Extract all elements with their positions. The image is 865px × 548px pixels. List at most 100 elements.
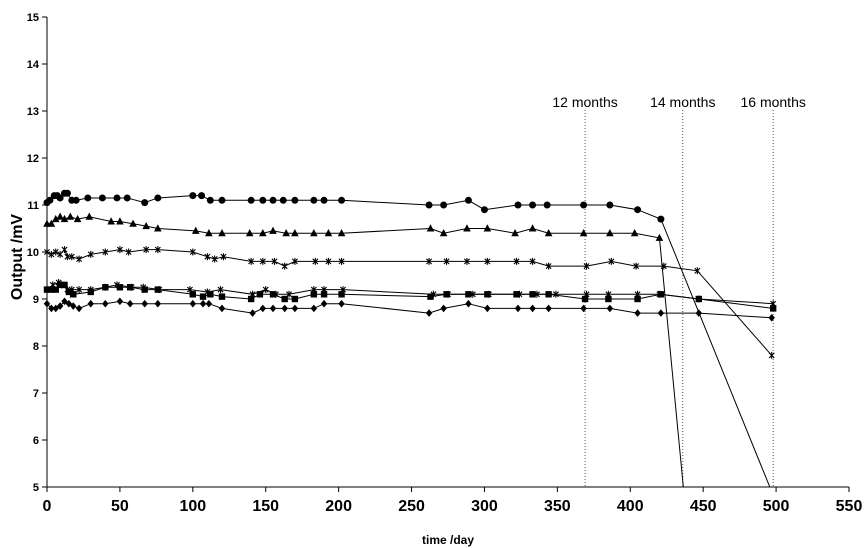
data-point-star (533, 290, 540, 298)
data-point-star (248, 257, 255, 265)
series-6 (43, 297, 775, 322)
data-point-triangle (579, 229, 588, 237)
data-point-diamond (56, 302, 64, 310)
data-point-square (207, 291, 214, 298)
data-point-diamond (320, 299, 328, 308)
data-point-triangle (630, 229, 639, 237)
data-point-diamond (154, 299, 162, 308)
data-point-square (320, 291, 328, 298)
data-point-star (204, 253, 211, 261)
month-marker-label: 12 months (552, 94, 617, 110)
data-point-circle (291, 196, 299, 204)
data-point-star (272, 290, 279, 298)
data-point-triangle (116, 217, 124, 225)
data-point-triangle (544, 229, 553, 237)
data-point-square (281, 295, 288, 303)
data-point-star (143, 246, 150, 254)
data-point-diamond (580, 304, 587, 313)
data-point-diamond (218, 304, 226, 313)
data-point-star (310, 286, 317, 294)
data-point-square (141, 286, 148, 293)
data-point-triangle (439, 229, 448, 237)
data-point-star (156, 286, 163, 294)
data-point-diamond (695, 309, 703, 317)
data-point-square (218, 293, 226, 300)
series-2 (43, 212, 684, 487)
data-point-triangle (107, 217, 115, 225)
x-tick-label: 250 (398, 498, 425, 515)
data-point-star (770, 300, 777, 308)
data-point-triangle (142, 221, 150, 230)
data-point-square (269, 291, 277, 298)
x-tick-label: 350 (544, 498, 571, 515)
data-point-star (485, 290, 492, 298)
y-axis-label: Output /mV (9, 214, 26, 301)
data-point-star (220, 253, 227, 261)
series-line (47, 192, 771, 487)
data-point-triangle (426, 224, 435, 232)
y-tick-label: 11 (27, 200, 39, 212)
y-axis-ticks: 5 6 7 8 9 10 11 12 13 14 15 (27, 12, 47, 494)
data-point-diamond (634, 309, 641, 317)
data-point-circle (529, 201, 537, 209)
data-point-star (271, 257, 278, 265)
data-point-star (340, 286, 346, 294)
y-tick-label: 5 (33, 482, 39, 494)
data-point-triangle (191, 226, 200, 234)
y-tick-label: 7 (33, 388, 39, 400)
data-point-square (189, 291, 197, 298)
data-point-circle (464, 196, 472, 204)
data-point-star (338, 257, 345, 265)
y-tick-label: 6 (33, 435, 39, 447)
data-point-triangle (528, 224, 537, 232)
y-tick-label: 12 (27, 153, 39, 165)
data-point-triangle (282, 229, 290, 237)
data-point-diamond (657, 309, 665, 317)
data-point-diamond (529, 304, 536, 313)
data-point-square (52, 286, 59, 293)
data-point-star (694, 267, 701, 275)
data-point-star (286, 290, 293, 298)
data-point-diamond (768, 314, 775, 322)
data-point-triangle (47, 219, 56, 227)
data-point-square (605, 295, 612, 303)
data-point-triangle (245, 229, 254, 237)
data-point-star (325, 257, 332, 265)
data-point-star (545, 262, 552, 270)
data-point-diamond (338, 299, 345, 308)
series-layer (43, 189, 777, 487)
data-point-circle (440, 201, 448, 209)
data-point-circle (206, 196, 214, 204)
data-point-star (189, 248, 196, 256)
data-point-star (204, 288, 211, 296)
data-point-circle (113, 194, 121, 202)
series-1 (43, 189, 771, 487)
data-point-circle (425, 201, 433, 209)
data-point-star (552, 290, 559, 298)
data-point-circle (338, 196, 346, 204)
data-point-star (64, 253, 71, 261)
data-point-star (608, 257, 615, 265)
data-point-diamond (606, 304, 614, 313)
data-point-circle (56, 194, 64, 202)
series-line (47, 216, 684, 487)
data-point-star (68, 253, 75, 261)
data-point-diamond (465, 299, 472, 308)
data-point-star (469, 290, 476, 298)
data-point-square (427, 293, 434, 300)
x-tick-label: 150 (252, 498, 279, 515)
data-point-square (199, 293, 207, 300)
y-tick-label: 9 (33, 294, 39, 306)
data-point-triangle (85, 212, 94, 220)
data-point-triangle (259, 229, 267, 237)
data-point-triangle (269, 226, 277, 234)
data-point-triangle (51, 214, 60, 223)
data-point-star (61, 246, 68, 254)
data-point-triangle (73, 214, 82, 223)
y-tick-label: 15 (27, 12, 39, 24)
data-point-circle (72, 196, 80, 204)
y-tick-label: 10 (27, 247, 39, 259)
data-point-circle (480, 206, 488, 214)
data-point-star (695, 295, 702, 303)
